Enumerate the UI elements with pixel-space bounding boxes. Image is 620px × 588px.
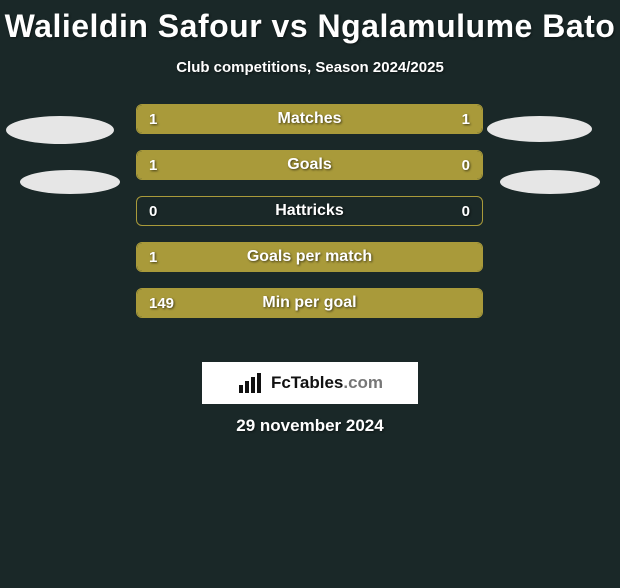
player-left-photo-placeholder-2 bbox=[20, 170, 120, 194]
stat-label: Hattricks bbox=[137, 197, 482, 225]
stat-value-right: 0 bbox=[462, 151, 470, 179]
stat-row: 149Min per goal bbox=[136, 288, 483, 318]
stat-value-left: 1 bbox=[149, 151, 157, 179]
stat-value-right: 1 bbox=[462, 105, 470, 133]
stat-row: 1Goals per match bbox=[136, 242, 483, 272]
page-subtitle: Club competitions, Season 2024/2025 bbox=[0, 59, 620, 76]
stat-fill-left bbox=[137, 243, 482, 271]
stat-value-left: 0 bbox=[149, 197, 157, 225]
brand-suffix: .com bbox=[343, 373, 383, 392]
stat-value-left: 1 bbox=[149, 105, 157, 133]
page-title: Walieldin Safour vs Ngalamulume Bato bbox=[0, 8, 620, 45]
stats-area: 11Matches10Goals00Hattricks1Goals per ma… bbox=[0, 104, 620, 334]
stat-fill-left bbox=[137, 151, 396, 179]
stat-row: 11Matches bbox=[136, 104, 483, 134]
stat-value-right: 0 bbox=[462, 197, 470, 225]
stat-fill-left bbox=[137, 289, 482, 317]
stat-row: 10Goals bbox=[136, 150, 483, 180]
brand-bars-icon bbox=[237, 373, 265, 393]
stat-fill-right bbox=[310, 105, 483, 133]
stat-value-left: 149 bbox=[149, 289, 174, 317]
brand-text: FcTables.com bbox=[271, 373, 383, 393]
player-right-photo-placeholder-1 bbox=[487, 116, 592, 142]
snapshot-date: 29 november 2024 bbox=[0, 416, 620, 436]
stat-value-left: 1 bbox=[149, 243, 157, 271]
brand-badge: FcTables.com bbox=[202, 362, 418, 404]
brand-name: FcTables bbox=[271, 373, 343, 392]
stat-fill-left bbox=[137, 105, 310, 133]
player-right-photo-placeholder-2 bbox=[500, 170, 600, 194]
player-left-photo-placeholder-1 bbox=[6, 116, 114, 144]
stat-rows: 11Matches10Goals00Hattricks1Goals per ma… bbox=[136, 104, 483, 334]
stat-row: 0 0Hattricks bbox=[136, 196, 483, 226]
